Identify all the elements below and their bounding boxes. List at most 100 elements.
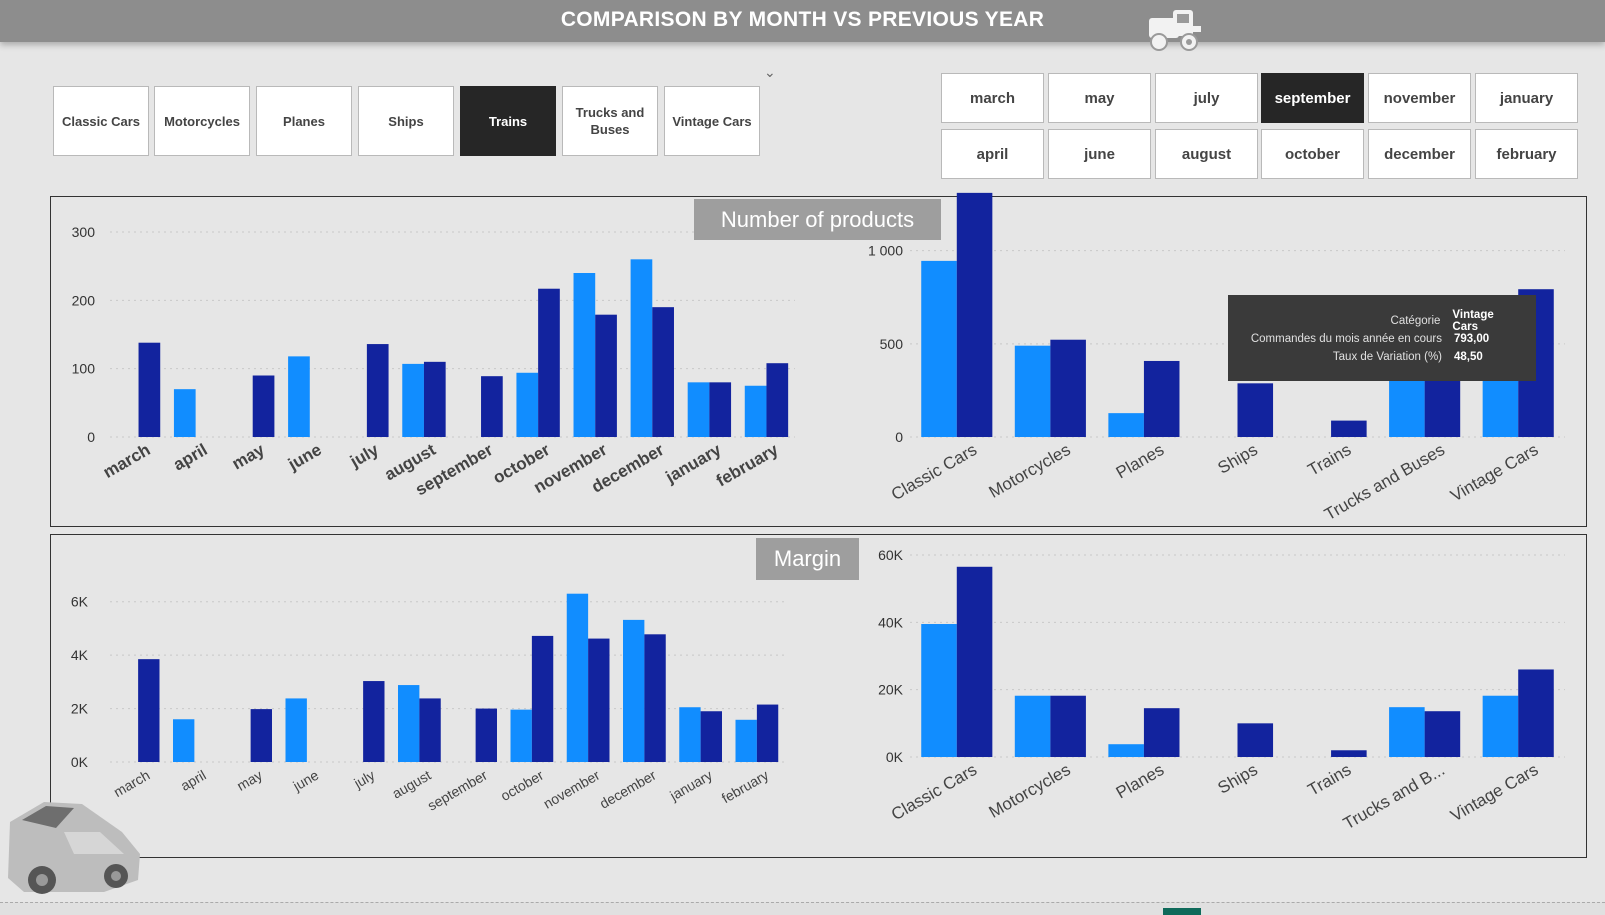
month-button-september[interactable]: september <box>1261 73 1364 123</box>
y-tick-label: 0K <box>886 749 904 765</box>
month-button-july[interactable]: july <box>1155 73 1258 123</box>
bar-current-year <box>1050 695 1086 757</box>
x-tick-label: Planes <box>1113 760 1168 802</box>
truck-icon <box>1149 10 1201 51</box>
tooltip-value: Vintage Cars <box>1452 309 1494 333</box>
y-tick-label: 0K <box>71 754 89 770</box>
y-tick-label: 60K <box>878 547 904 563</box>
bar-current-year <box>423 361 446 437</box>
month-button-october[interactable]: october <box>1261 129 1364 179</box>
bar-previous-year <box>285 698 307 762</box>
bar-current-year <box>956 192 993 437</box>
x-tick-label: Trucks and B... <box>1340 760 1448 833</box>
bar-current-year <box>766 363 789 437</box>
tooltip-value: 793,00 <box>1454 333 1490 345</box>
category-button-classic-cars[interactable]: Classic Cars <box>53 86 149 156</box>
tooltip-value: 48,50 <box>1454 351 1483 363</box>
bar-current-year <box>756 704 779 762</box>
month-button-march[interactable]: march <box>941 73 1044 123</box>
header-bar: COMPARISON BY MONTH VS PREVIOUS YEAR <box>0 0 1605 51</box>
x-tick-label: july <box>350 767 377 792</box>
month-button-november[interactable]: november <box>1368 73 1471 123</box>
category-button-ships[interactable]: Ships <box>358 86 454 156</box>
x-tick-label: Trains <box>1305 440 1355 480</box>
y-tick-label: 2K <box>71 701 89 717</box>
bar-current-year <box>538 288 560 437</box>
bar-current-year <box>709 382 732 437</box>
month-button-december[interactable]: december <box>1368 129 1471 179</box>
bar-current-year <box>1518 669 1554 757</box>
chart-tooltip: Catégorie Vintage Cars Commandes du mois… <box>1228 295 1536 381</box>
x-tick-label: Motorcycles <box>986 760 1074 822</box>
margin-panel-title: Margin <box>756 538 859 580</box>
bar-current-year <box>1143 360 1180 437</box>
bar-current-year <box>595 314 617 437</box>
x-tick-label: Ships <box>1215 440 1261 478</box>
bar-current-year <box>588 638 610 762</box>
bar-current-year <box>366 344 389 437</box>
page-tabs-strip <box>0 902 1605 915</box>
bar-current-year <box>138 342 161 437</box>
x-tick-label: february <box>713 440 782 491</box>
x-tick-label: october <box>498 767 547 804</box>
active-page-indicator <box>1163 908 1201 915</box>
bar-previous-year <box>566 593 589 762</box>
y-tick-label: 1 000 <box>868 243 903 259</box>
x-tick-label: december <box>597 767 659 812</box>
tooltip-row: Commandes du mois année en cours 793,00 <box>1228 330 1522 348</box>
category-button-vintage-cars[interactable]: Vintage Cars <box>664 86 760 156</box>
chevron-down-icon[interactable]: ⌄ <box>764 64 776 80</box>
month-button-june[interactable]: june <box>1048 129 1151 179</box>
x-tick-label: july <box>346 440 382 472</box>
bar-current-year <box>475 708 497 762</box>
tooltip-key: Catégorie <box>1390 315 1441 327</box>
x-tick-label: april <box>178 767 209 794</box>
bar-current-year <box>252 375 275 437</box>
x-tick-label: Trains <box>1305 760 1355 800</box>
x-tick-label: february <box>719 767 771 807</box>
x-tick-label: march <box>100 440 154 482</box>
bar-previous-year <box>516 372 539 437</box>
bar-current-year <box>956 566 993 757</box>
bar-previous-year <box>1482 695 1519 757</box>
bar-current-year <box>1237 723 1274 757</box>
products-panel <box>50 196 1587 527</box>
bar-previous-year <box>735 719 757 762</box>
x-tick-label: Vintage Cars <box>1447 440 1541 505</box>
x-tick-label: november <box>541 767 603 812</box>
tooltip-row: Catégorie Vintage Cars <box>1228 309 1522 333</box>
category-button-motorcycles[interactable]: Motorcycles <box>154 86 250 156</box>
tooltip-key: Taux de Variation (%) <box>1332 351 1442 363</box>
x-tick-label: june <box>289 767 321 795</box>
bar-current-year <box>531 635 554 762</box>
x-tick-label: april <box>170 440 211 474</box>
bar-previous-year <box>744 385 767 437</box>
month-button-april[interactable]: april <box>941 129 1044 179</box>
y-tick-label: 300 <box>72 224 96 240</box>
x-tick-label: may <box>234 767 265 794</box>
bar-previous-year <box>288 356 310 437</box>
month-button-february[interactable]: february <box>1475 129 1578 179</box>
y-tick-label: 200 <box>72 292 96 308</box>
month-button-may[interactable]: may <box>1048 73 1151 123</box>
month-button-january[interactable]: january <box>1475 73 1578 123</box>
category-button-planes[interactable]: Planes <box>256 86 352 156</box>
category-button-trucks-and-buses[interactable]: Trucks and Buses <box>562 86 658 156</box>
x-tick-label: august <box>389 767 433 802</box>
x-tick-label: Motorcycles <box>986 440 1074 502</box>
bar-current-year <box>1237 383 1274 437</box>
bar-previous-year <box>679 707 701 762</box>
y-tick-label: 40K <box>878 614 904 630</box>
bar-current-year <box>1331 420 1367 437</box>
month-button-august[interactable]: august <box>1155 129 1258 179</box>
bar-current-year <box>1331 750 1367 757</box>
bar-previous-year <box>402 363 424 437</box>
y-tick-label: 0 <box>87 429 95 445</box>
bar-previous-year <box>173 389 196 437</box>
bar-previous-year <box>921 260 957 437</box>
x-tick-label: Ships <box>1215 760 1261 798</box>
bar-previous-year <box>1108 744 1144 757</box>
tooltip-key: Commandes du mois année en cours <box>1250 333 1442 345</box>
category-button-trains[interactable]: Trains <box>460 86 556 156</box>
